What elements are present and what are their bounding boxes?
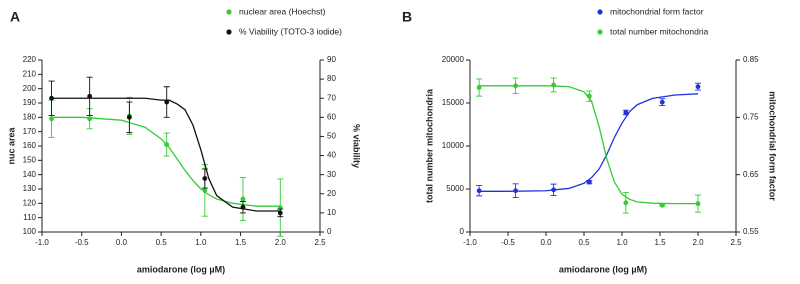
x-axis-title: amiodarone (log µM)	[137, 264, 225, 274]
y-tick-label: 20000	[442, 55, 465, 64]
y2-tick-label: 80	[327, 74, 336, 83]
y2-tick-label: 70	[327, 93, 336, 102]
x-tick-label: 0.5	[578, 238, 590, 247]
y2-tick-label: 0.85	[743, 55, 759, 64]
y-tick-label: 190	[23, 98, 37, 107]
y2-tick-label: 90	[327, 55, 336, 64]
y2-tick-label: 60	[327, 112, 336, 121]
data-point	[240, 204, 246, 210]
x-tick-label: -0.5	[501, 238, 515, 247]
y2-tick-label: 0.65	[743, 170, 759, 179]
data-point	[49, 95, 54, 101]
y-tick-label: 120	[23, 198, 37, 207]
y2-axis-title: % viability	[352, 124, 362, 168]
data-point	[695, 84, 701, 90]
fit-curve	[49, 116, 281, 207]
x-tick-label: 2.0	[275, 238, 287, 247]
y-tick-label: 0	[460, 227, 465, 236]
y-tick-label: 130	[23, 184, 37, 193]
y-tick-label: 180	[23, 112, 37, 121]
x-tick-label: 0.0	[540, 238, 552, 247]
y-tick-label: 5000	[446, 184, 464, 193]
data-point	[586, 179, 592, 185]
data-point	[551, 187, 556, 193]
x-axis-title: amiodarone (log µM)	[559, 264, 647, 274]
legend-label: total number mitochondria	[610, 26, 709, 36]
fit-curve	[477, 85, 698, 205]
y-tick-label: 150	[23, 155, 37, 164]
y-tick-label: 170	[23, 127, 37, 136]
x-tick-label: 2.0	[692, 238, 704, 247]
y-tick-label: 10000	[442, 141, 465, 150]
data-point	[513, 83, 518, 89]
data-point	[202, 188, 208, 193]
data-point	[659, 202, 665, 208]
y2-tick-label: 30	[327, 170, 336, 179]
data-point	[49, 116, 54, 122]
data-point	[87, 93, 93, 99]
y-tick-label: 100	[23, 227, 37, 236]
fit-curve	[49, 97, 281, 212]
data-point	[476, 188, 482, 194]
legend-marker	[226, 9, 232, 15]
legend-marker	[597, 9, 603, 15]
x-tick-label: -0.5	[75, 238, 89, 247]
y-tick-label: 110	[23, 213, 36, 222]
y-tick-label: 210	[23, 69, 37, 78]
panel-label: A	[10, 9, 20, 25]
data-point	[476, 85, 482, 90]
data-point	[164, 142, 170, 147]
data-point	[202, 176, 208, 181]
legend-marker	[226, 29, 232, 35]
panel-label: B	[402, 9, 412, 25]
legend-label: nuclear area (Hoechst)	[239, 6, 326, 16]
y2-tick-label: 10	[327, 208, 336, 217]
data-point	[659, 99, 665, 105]
data-point	[623, 110, 629, 115]
data-point	[240, 196, 246, 202]
data-point	[623, 200, 629, 206]
legend-marker	[597, 29, 603, 35]
y-tick-label: 15000	[442, 98, 465, 107]
data-point	[87, 116, 93, 122]
y-axis-title: total number mitochondria	[424, 88, 434, 203]
y2-tick-label: 20	[327, 189, 336, 198]
x-tick-label: -1.0	[35, 238, 49, 247]
y-tick-label: 140	[23, 170, 37, 179]
y2-tick-label: 0.55	[743, 227, 759, 236]
fit-curve	[477, 93, 699, 192]
data-point	[551, 82, 556, 88]
x-tick-label: 1.0	[195, 238, 207, 247]
y2-tick-label: 50	[327, 132, 336, 141]
x-tick-label: 1.5	[654, 238, 666, 247]
x-tick-label: 0.0	[116, 238, 128, 247]
data-point	[695, 201, 701, 207]
legend-label: mitochondrial form factor	[610, 6, 704, 16]
x-tick-label: 2.5	[730, 238, 742, 247]
data-point	[513, 188, 518, 194]
legend-label: % Viability (TOTO-3 iodide)	[239, 26, 342, 36]
y2-tick-label: 0.75	[743, 112, 759, 121]
x-tick-label: 2.5	[314, 238, 326, 247]
x-tick-label: 1.0	[616, 238, 628, 247]
y-axis-title: nuc area	[6, 127, 16, 165]
data-point	[277, 210, 283, 216]
y-tick-label: 200	[23, 84, 37, 93]
data-point	[586, 93, 592, 99]
x-tick-label: 1.5	[235, 238, 247, 247]
y-tick-label: 220	[23, 55, 37, 64]
y2-tick-label: 0	[327, 227, 332, 236]
data-point	[164, 99, 170, 105]
y2-tick-label: 40	[327, 151, 336, 160]
y2-axis-title: mitochondrial form factor	[768, 91, 778, 201]
y-tick-label: 160	[23, 141, 37, 150]
x-tick-label: -1.0	[463, 238, 477, 247]
x-tick-label: 0.5	[156, 238, 168, 247]
data-point	[126, 114, 132, 120]
